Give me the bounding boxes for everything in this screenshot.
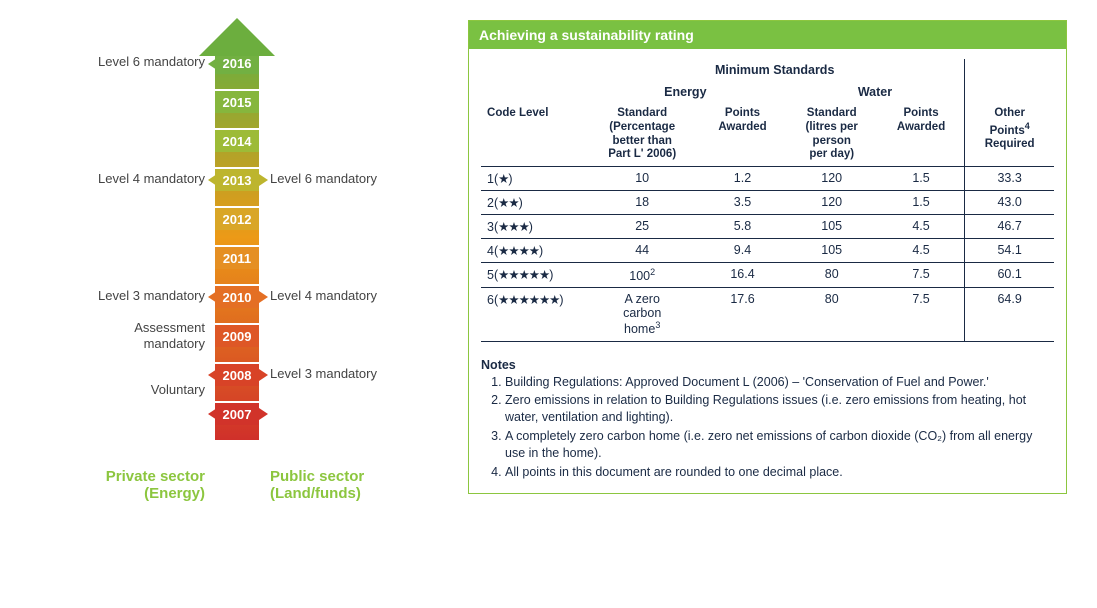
marker-right-icon: [259, 291, 268, 303]
cell-code: 4(★★★★): [481, 239, 585, 263]
marker-left-icon: [208, 174, 217, 186]
table-row: 5(★★★★★)100216.4807.560.1: [481, 263, 1054, 288]
cell-energy-pts: 9.4: [699, 239, 785, 263]
sector-label-left: Private sector(Energy): [40, 468, 205, 502]
arrow-shape: 2016201520142013201220112010200920082007: [215, 20, 259, 440]
year-2010: 2010: [215, 284, 259, 308]
cell-code: 6(★★★★★★): [481, 288, 585, 341]
note-item: A completely zero carbon home (i.e. zero…: [505, 428, 1054, 462]
col-code: Code Level: [481, 103, 585, 167]
cell-code: 5(★★★★★): [481, 263, 585, 288]
left-label: Assessmentmandatory: [40, 320, 205, 353]
cell-other: 46.7: [965, 215, 1054, 239]
cell-water-std: 80: [786, 263, 878, 288]
notes-title: Notes: [481, 358, 1054, 372]
left-label: Level 4 mandatory: [40, 171, 205, 186]
col-other: OtherPoints4Required: [965, 103, 1054, 167]
cell-water-pts: 7.5: [878, 263, 965, 288]
left-label: Voluntary: [40, 382, 205, 397]
year-2014: 2014: [215, 128, 259, 152]
cell-energy-pts: 17.6: [699, 288, 785, 341]
cell-energy-std: 1002: [585, 263, 699, 288]
note-item: Building Regulations: Approved Document …: [505, 374, 1054, 391]
super-header: Minimum Standards: [585, 59, 965, 81]
col-energy-std: Standard(Percentagebetter thanPart L' 20…: [585, 103, 699, 167]
cell-energy-std: 44: [585, 239, 699, 263]
table-row: 4(★★★★)449.41054.554.1: [481, 239, 1054, 263]
left-label: Level 6 mandatory: [40, 54, 205, 69]
standards-table: Minimum Standards Energy Water Code Leve…: [481, 59, 1054, 342]
cell-other: 43.0: [965, 191, 1054, 215]
table-title: Achieving a sustainability rating: [469, 21, 1066, 49]
cell-water-std: 120: [786, 167, 878, 191]
table-row: 6(★★★★★★)A zerocarbonhome317.6807.564.9: [481, 288, 1054, 341]
cell-water-pts: 7.5: [878, 288, 965, 341]
cell-water-pts: 1.5: [878, 191, 965, 215]
table-row: 1(★)101.21201.533.3: [481, 167, 1054, 191]
right-label: Level 4 mandatory: [270, 288, 377, 303]
group-energy: Energy: [585, 81, 786, 103]
marker-left-icon: [208, 369, 217, 381]
cell-water-pts: 4.5: [878, 215, 965, 239]
col-water-pts: PointsAwarded: [878, 103, 965, 167]
year-2013: 2013: [215, 167, 259, 191]
right-label: Level 3 mandatory: [270, 366, 377, 381]
cell-code: 1(★): [481, 167, 585, 191]
cell-energy-pts: 5.8: [699, 215, 785, 239]
page-layout: 2016201520142013201220112010200920082007…: [30, 20, 1067, 540]
cell-energy-std: 18: [585, 191, 699, 215]
marker-right-icon: [259, 408, 268, 420]
marker-left-icon: [208, 291, 217, 303]
cell-code: 2(★★): [481, 191, 585, 215]
cell-water-std: 105: [786, 239, 878, 263]
cell-other: 54.1: [965, 239, 1054, 263]
timeline-arrow: 2016201520142013201220112010200920082007…: [30, 20, 418, 540]
left-label: Level 3 mandatory: [40, 288, 205, 303]
cell-energy-pts: 16.4: [699, 263, 785, 288]
table-row: 2(★★)183.51201.543.0: [481, 191, 1054, 215]
marker-left-icon: [208, 58, 217, 70]
cell-water-std: 120: [786, 191, 878, 215]
cell-energy-std: 10: [585, 167, 699, 191]
cell-energy-pts: 3.5: [699, 191, 785, 215]
cell-water-std: 105: [786, 215, 878, 239]
year-2011: 2011: [215, 245, 259, 269]
cell-water-pts: 1.5: [878, 167, 965, 191]
marker-right-icon: [259, 369, 268, 381]
year-2012: 2012: [215, 206, 259, 230]
year-2007: 2007: [215, 401, 259, 425]
cell-water-std: 80: [786, 288, 878, 341]
right-label: Level 6 mandatory: [270, 171, 377, 186]
arrow-head-icon: [199, 18, 275, 56]
note-item: All points in this document are rounded …: [505, 464, 1054, 481]
sector-label-right: Public sector(Land/funds): [270, 468, 364, 502]
cell-other: 60.1: [965, 263, 1054, 288]
year-2009: 2009: [215, 323, 259, 347]
table-notes: Notes Building Regulations: Approved Doc…: [469, 350, 1066, 493]
marker-right-icon: [259, 174, 268, 186]
year-2008: 2008: [215, 362, 259, 386]
cell-other: 33.3: [965, 167, 1054, 191]
col-water-std: Standard(litres perpersonper day): [786, 103, 878, 167]
group-water: Water: [786, 81, 965, 103]
note-item: Zero emissions in relation to Building R…: [505, 392, 1054, 426]
cell-other: 64.9: [965, 288, 1054, 341]
cell-water-pts: 4.5: [878, 239, 965, 263]
table-row: 3(★★★)255.81054.546.7: [481, 215, 1054, 239]
marker-left-icon: [208, 408, 217, 420]
cell-code: 3(★★★): [481, 215, 585, 239]
cell-energy-std: A zerocarbonhome3: [585, 288, 699, 341]
year-2015: 2015: [215, 89, 259, 113]
cell-energy-pts: 1.2: [699, 167, 785, 191]
standards-table-panel: Achieving a sustainability rating Minimu…: [468, 20, 1067, 494]
cell-energy-std: 25: [585, 215, 699, 239]
col-energy-pts: PointsAwarded: [699, 103, 785, 167]
